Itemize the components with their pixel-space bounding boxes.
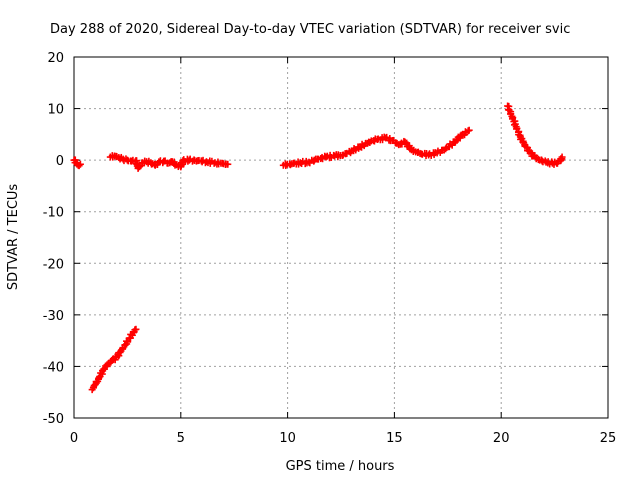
plot-border <box>73 56 609 419</box>
data-point <box>224 160 232 168</box>
data-point <box>75 162 83 170</box>
data-point <box>310 156 318 164</box>
chart-title: Day 288 of 2020, Sidereal Day-to-day VTE… <box>50 22 570 37</box>
x-tick-labels: 0 5 10 15 20 25 <box>70 431 616 446</box>
data-point <box>286 161 294 169</box>
x-tick-label: 25 <box>600 431 617 446</box>
y-tick-label: -30 <box>43 309 64 324</box>
x-tick-label: 20 <box>493 431 510 446</box>
y-tick-labels: -50 -40 -30 -20 -10 0 10 20 <box>43 51 64 427</box>
y-tick-label: -20 <box>43 257 64 272</box>
y-tick-label: 10 <box>47 103 64 118</box>
x-tick-label: 5 <box>177 431 185 446</box>
x-axis-label: GPS time / hours <box>286 459 395 474</box>
y-tick-label: 0 <box>56 154 64 169</box>
data-points <box>70 102 566 394</box>
x-tick-label: 0 <box>70 431 78 446</box>
y-tick-label: -10 <box>43 206 64 221</box>
data-point <box>132 325 140 333</box>
data-point <box>76 160 84 168</box>
y-tick-label: 20 <box>47 51 64 66</box>
data-point <box>282 162 290 170</box>
x-tick-label: 15 <box>386 431 403 446</box>
axis-ticks <box>73 56 609 419</box>
x-tick-label: 10 <box>279 431 296 446</box>
y-axis-label: SDTVAR / TECUs <box>6 184 21 291</box>
y-tick-label: -50 <box>43 412 64 427</box>
grid <box>74 57 608 418</box>
y-tick-label: -40 <box>43 360 64 375</box>
data-point <box>465 126 473 134</box>
data-point <box>558 153 566 161</box>
data-point <box>505 106 513 114</box>
data-point <box>124 338 132 346</box>
